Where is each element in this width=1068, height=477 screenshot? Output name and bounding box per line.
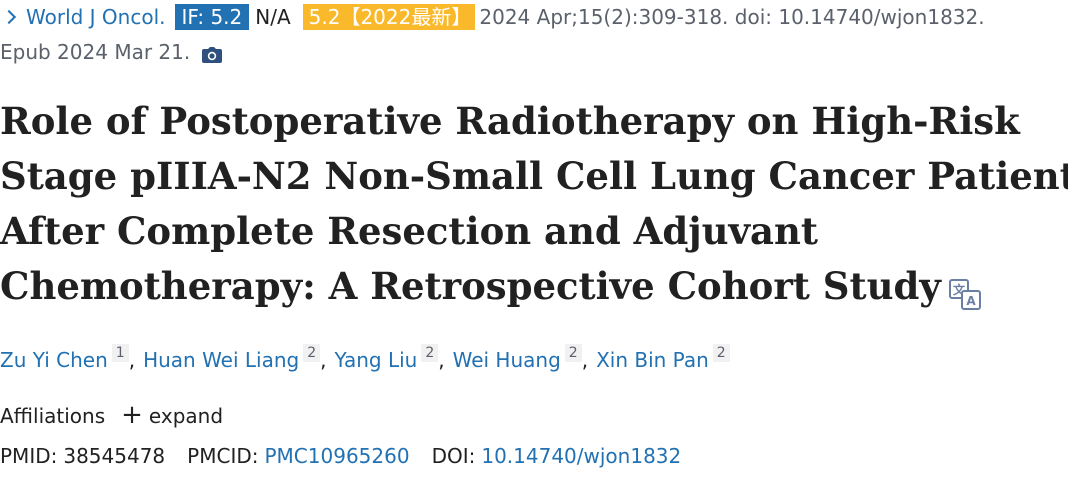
author-separator: ,: [320, 348, 327, 372]
category-badge: 5.2【2022最新】: [302, 4, 476, 30]
citation-text: 2024 Apr;15(2):309-318. doi: 10.14740/wj…: [479, 5, 985, 29]
svg-text:A: A: [966, 294, 976, 308]
affiliations-label: Affiliations: [0, 404, 106, 428]
camera-icon[interactable]: [202, 44, 223, 63]
title-line-3: After Complete Resection and Adjuvant: [0, 209, 818, 253]
chevron-right-icon[interactable]: [1, 9, 17, 25]
author-link[interactable]: Huan Wei Liang: [143, 348, 300, 372]
journal-link[interactable]: World J Oncol.: [26, 5, 166, 29]
author-link[interactable]: Zu Yi Chen: [0, 348, 108, 372]
author-link[interactable]: Xin Bin Pan: [596, 348, 709, 372]
author-separator: ,: [581, 348, 589, 372]
epub-text: Epub 2024 Mar 21.: [0, 40, 191, 64]
title-line-1: Role of Postoperative Radiotherapy on Hi…: [0, 99, 1020, 143]
affiliation-number[interactable]: 2: [421, 344, 439, 362]
author-link[interactable]: Yang Liu: [334, 348, 418, 372]
author-list: Zu Yi Chen 1 , Huan Wei Liang 2 , Yang L…: [0, 344, 730, 375]
author-separator: ,: [438, 348, 445, 372]
title-line-2: Stage pIIIA-N2 Non-Small Cell Lung Cance…: [0, 154, 1068, 198]
affiliation-number[interactable]: 2: [303, 344, 321, 362]
author-link[interactable]: Wei Huang: [452, 348, 561, 372]
doi-link[interactable]: 10.14740/wjon1832: [481, 444, 682, 468]
epub-line: Epub 2024 Mar 21.: [0, 39, 223, 65]
identifier-line: PMID: 38545478 PMCID: PMC10965260 DOI: 1…: [0, 442, 681, 470]
impact-factor-badge: IF: 5.2: [174, 4, 250, 30]
citation-line: World J Oncol. IF: 5.2 N/A 5.2【2022最新】 2…: [0, 4, 985, 30]
plus-icon[interactable]: +: [121, 400, 143, 430]
affiliation-number[interactable]: 1: [111, 344, 129, 362]
expand-button[interactable]: expand: [148, 404, 224, 428]
affiliation-number[interactable]: 2: [712, 344, 730, 362]
pmid-value: 38545478: [63, 444, 166, 468]
affiliation-number[interactable]: 2: [564, 344, 582, 362]
article-title: Role of Postoperative Radiotherapy on Hi…: [0, 94, 1068, 314]
doi-label: DOI:: [431, 444, 476, 468]
affiliations-toggle[interactable]: Affiliations + expand: [0, 400, 224, 430]
pmcid-label: PMCID:: [187, 444, 259, 468]
pmid-label: PMID:: [0, 444, 58, 468]
translate-icon[interactable]: 文 A: [948, 270, 981, 310]
pmcid-link[interactable]: PMC10965260: [264, 444, 410, 468]
author-separator: ,: [128, 348, 136, 372]
na-text: N/A: [255, 5, 291, 29]
title-line-4: Chemotherapy: A Retrospective Cohort Stu…: [0, 264, 941, 308]
title-line-4-wrap: Chemotherapy: A Retrospective Cohort Stu…: [0, 259, 1068, 314]
